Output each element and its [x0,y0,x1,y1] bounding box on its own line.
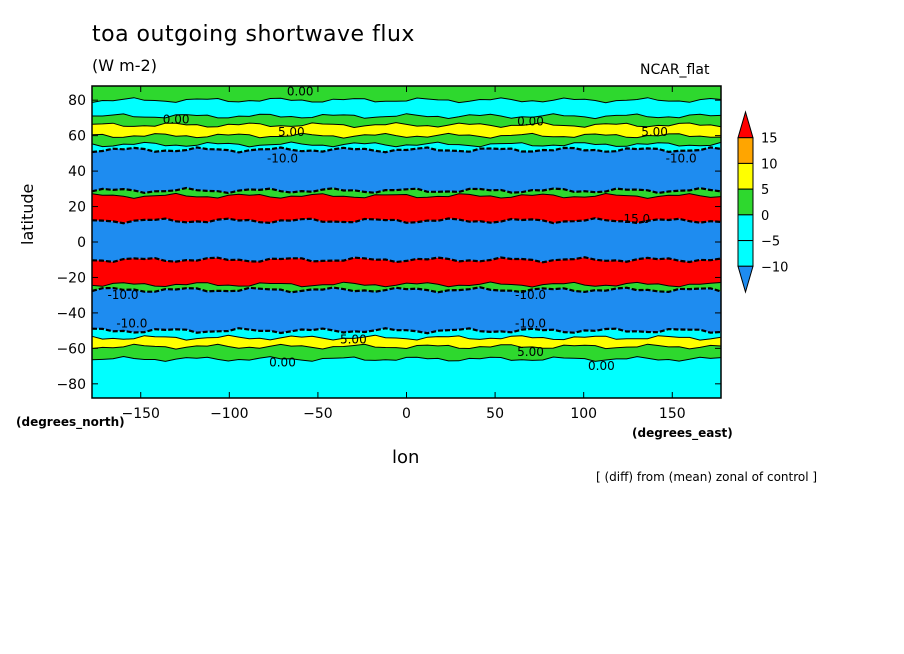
contour-line-9 [91,217,722,225]
band-3 [92,122,721,139]
x-axis-label: lon [392,447,420,468]
contour-label-1: 0.00 [163,113,190,127]
contour-label-0: 0.00 [287,84,314,98]
x-tick-label: 0 [402,406,411,422]
band-14 [92,335,721,350]
contour-line-7 [91,186,722,195]
band-10 [92,257,721,287]
band-9 [92,218,721,263]
contour-label-3: 5.00 [278,125,305,139]
colorbar-label: 0 [761,209,769,224]
x-tick-label: −150 [121,406,159,422]
y-tick-label: −60 [56,341,86,357]
colorbar-segment [737,137,754,164]
contour-line-13 [91,327,722,335]
contour-line-3 [91,121,722,129]
chart-units: (W m-2) [92,56,157,75]
band-2 [92,113,721,128]
colorbar-label: −10 [761,260,788,275]
colorbar-label: 5 [761,183,769,198]
band-15 [92,344,721,362]
band-11 [92,282,721,293]
contour-line-1 [91,97,722,104]
band-16 [92,356,721,398]
colorbar-bottom-arrow [737,265,754,294]
contour-line-2 [92,113,722,120]
contour-line-10 [91,256,722,264]
band-13 [92,328,721,341]
contour-fill-bands [92,86,721,398]
contour-label-15: 0.00 [588,359,615,373]
colorbar-segment [737,240,754,267]
contour-label-10: -10.0 [116,317,147,331]
colorbar-label: −5 [761,235,780,250]
contour-label-12: 5.00 [340,333,367,347]
y-tick-label: 80 [68,93,86,109]
contour-label-14: 0.00 [269,356,296,370]
colorbar-segment [737,214,754,242]
chart-title: toa outgoing shortwave flux [92,22,415,47]
contour-label-6: -10.0 [666,152,697,166]
band-5 [92,142,721,153]
contour-line-8 [91,192,722,199]
colorbar: 15 10 5 0 −5 −10 [737,110,788,294]
contour-label-2: 0.00 [517,114,544,128]
y-tick-label: 40 [68,164,86,180]
band-1 [92,97,721,119]
y-tick-label: 20 [68,200,86,216]
colorbar-segment [737,162,754,190]
contour-line-14 [91,334,722,341]
band-0 [92,86,721,103]
contour-label-7: 15.0 [623,212,650,226]
x-tick-label: 50 [486,406,504,422]
x-tick-label: −50 [303,406,333,422]
x-tick-label: 100 [570,406,597,422]
y-tick-label: 0 [77,235,86,251]
contour-line-6 [91,146,722,154]
x-axis-ticks: −150 −100 −50 0 50 100 150 [121,86,686,422]
band-8 [92,193,721,224]
contour-line-4 [91,132,722,139]
contour-label-8: -10.0 [107,288,138,302]
colorbar-label: 15 [761,132,778,147]
y-tick-label: −20 [56,270,86,286]
contour-label-5: -10.0 [267,152,298,166]
x-axis-units: (degrees_east) [632,426,733,440]
contour-label-13: 5.00 [517,345,544,359]
contour-label-4: 5.00 [641,125,668,139]
y-axis-ticks: −80 −60 −40 −20 0 20 40 60 80 [56,93,721,393]
contour-labels: 0.00 0.00 0.00 5.00 5.00 -10.0 -10.0 15.0 -10.0 -… [107,84,696,373]
band-12 [92,287,721,334]
contour-line-11 [91,281,722,288]
colorbar-segment [737,188,754,216]
contour-label-11: -10.0 [515,317,546,331]
contour-label-9: -10.0 [515,288,546,302]
band-7 [92,188,721,199]
model-name: NCAR_flat [640,62,710,78]
contour-line-16 [91,355,722,362]
y-tick-label: −40 [56,306,86,322]
x-tick-label: 150 [659,406,686,422]
band-6 [92,147,721,193]
diff-note: [ (diff) from (mean) zonal of control ] [596,470,818,484]
y-tick-label: 60 [68,129,86,145]
y-axis-units: (degrees_north) [16,415,125,429]
y-tick-label: −80 [56,377,86,393]
contour-line-15 [91,343,722,350]
contour-lines [91,97,722,362]
colorbar-top-arrow [737,110,754,139]
colorbar-label: 10 [761,157,778,172]
contour-line-12 [91,286,722,294]
contour-line-5 [91,141,722,148]
x-tick-label: −100 [210,406,248,422]
